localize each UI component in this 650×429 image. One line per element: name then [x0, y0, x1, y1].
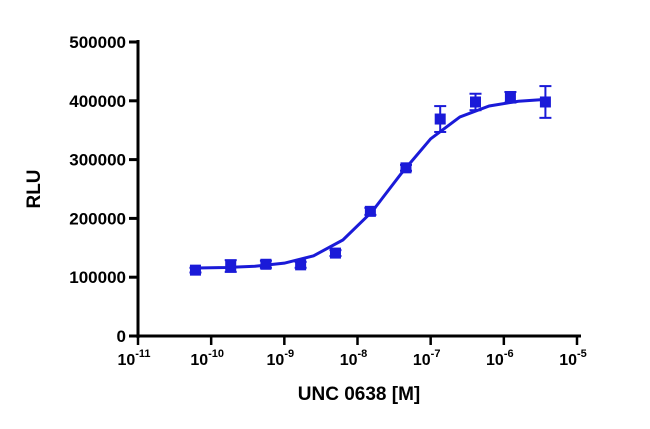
x-tick-exponent: -5 [577, 348, 587, 360]
x-tick-label: 10-7 [413, 348, 441, 369]
x-tick-label: 10-10 [190, 348, 224, 369]
fit-curve [196, 97, 548, 270]
x-tick-label: 10-9 [267, 348, 295, 369]
x-tick-exponent: -11 [135, 348, 150, 360]
x-tick-exponent: -6 [504, 348, 514, 360]
data-point [504, 91, 516, 103]
x-tick-base: 10 [340, 352, 358, 369]
x-tick-label: 10-5 [559, 348, 587, 369]
x-tick-label: 10-8 [340, 348, 368, 369]
y-tick-label: 300000 [69, 151, 126, 170]
y-axis-title: RLU [24, 169, 45, 208]
x-tick-exponent: -7 [431, 348, 441, 360]
x-tick-label: 10-6 [486, 348, 514, 369]
x-axis-title: UNC 0638 [M] [298, 384, 420, 405]
y-tick-label: 200000 [69, 209, 126, 228]
data-point [189, 264, 201, 276]
x-tick-base: 10 [559, 352, 577, 369]
y-tick-label: 100000 [69, 268, 126, 287]
x-tick-exponent: -9 [284, 348, 294, 360]
x-tick-base: 10 [486, 352, 504, 369]
data-point [434, 113, 446, 125]
y-tick-label: 0 [117, 327, 126, 346]
data-point [329, 247, 341, 259]
x-tick-base: 10 [413, 352, 431, 369]
data-point [295, 259, 307, 271]
x-tick-exponent: -10 [208, 348, 224, 360]
data-point [470, 96, 482, 108]
x-tick-base: 10 [267, 352, 285, 369]
y-tick-label: 400000 [69, 92, 126, 111]
data-point [260, 258, 272, 270]
x-tick-label: 10-11 [117, 348, 150, 369]
data-point [225, 260, 237, 272]
y-tick-label: 500000 [69, 33, 126, 52]
data-point [364, 205, 376, 217]
data-point [539, 96, 551, 108]
data-point [400, 162, 412, 174]
x-tick-base: 10 [190, 352, 208, 369]
x-tick-exponent: -8 [358, 348, 368, 360]
x-tick-base: 10 [117, 352, 135, 369]
